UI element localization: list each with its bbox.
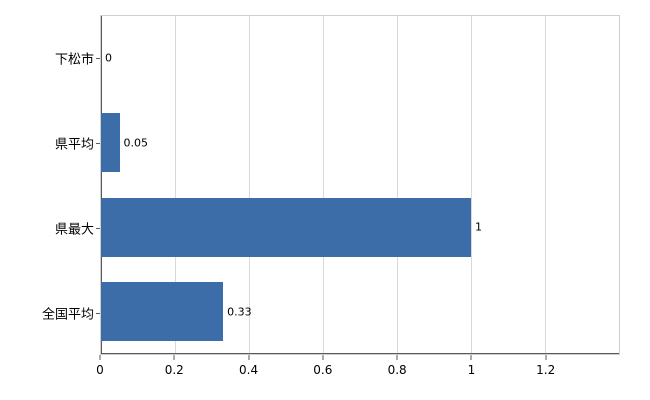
bar-row: 0.33 <box>101 270 619 355</box>
bar-value-label: 0 <box>105 51 112 65</box>
x-axis-tick <box>470 355 472 360</box>
x-axis-tick <box>322 355 324 360</box>
x-axis-tick-label: 1 <box>467 363 476 377</box>
y-axis-category-label: 全国平均 <box>41 307 94 322</box>
bar-row: 0 <box>101 16 619 101</box>
bar-value-label: 0.33 <box>227 305 252 319</box>
bar-value-label: 1 <box>475 220 482 234</box>
bar-県平均 <box>101 113 120 173</box>
gridline <box>471 16 472 354</box>
y-axis-category-label: 県最大 <box>54 222 94 237</box>
x-axis-tick-label: 1.2 <box>536 363 556 377</box>
y-axis-tick <box>96 142 100 144</box>
bar-row: 0.05 <box>101 101 619 186</box>
x-axis-tick <box>248 355 250 360</box>
y-axis-category-label: 県平均 <box>54 137 94 152</box>
x-axis-tick-label: 0.8 <box>387 363 407 377</box>
y-axis-line <box>101 16 102 354</box>
x-axis-line <box>101 353 619 354</box>
x-axis-tick-label: 0.6 <box>313 363 333 377</box>
bar-row: 1 <box>101 185 619 270</box>
gridline <box>397 16 398 354</box>
x-axis-tick <box>545 355 547 360</box>
y-axis-tick <box>96 57 100 59</box>
y-axis-category-label: 下松市 <box>54 52 94 67</box>
gridline <box>323 16 324 354</box>
y-axis-tick <box>96 312 100 314</box>
bar-全国平均 <box>101 282 224 342</box>
plot-area: 0 0.05 1 0.33 <box>100 15 620 355</box>
gridline <box>175 16 176 354</box>
gridline <box>249 16 250 354</box>
x-axis-tick <box>173 355 175 360</box>
bar-value-label: 0.05 <box>123 136 148 150</box>
x-axis-tick-label: 0.2 <box>164 363 184 377</box>
y-axis-tick <box>96 227 100 229</box>
gridline <box>545 16 546 354</box>
x-axis-tick-label: 0 <box>96 363 104 377</box>
bar-県最大 <box>101 197 471 257</box>
x-axis-tick-label: 0.4 <box>239 363 259 377</box>
x-axis-tick <box>396 355 398 360</box>
x-axis-tick <box>99 355 101 360</box>
